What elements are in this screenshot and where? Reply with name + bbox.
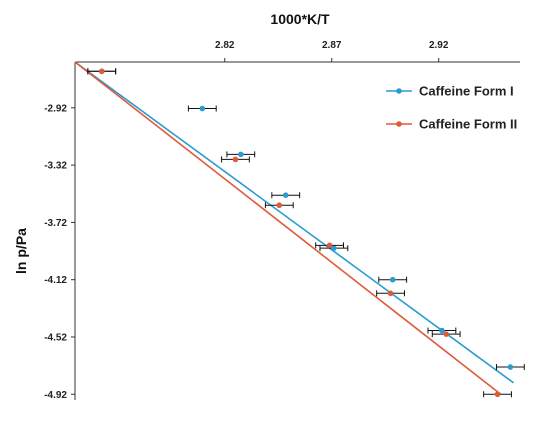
series-2-point — [315, 242, 344, 249]
series-2-fit-line — [74, 61, 502, 395]
x-tick-label: 2.82 — [215, 40, 235, 51]
series-1-point — [427, 327, 457, 334]
series-1-point — [226, 151, 256, 158]
legend-swatch-marker — [396, 88, 402, 94]
y-tick-label: -4.52 — [44, 332, 67, 343]
series-1-point — [271, 192, 301, 199]
series-2-point — [221, 156, 250, 163]
legend-swatch-marker — [396, 121, 402, 127]
series-2-marker — [276, 202, 283, 209]
x-axis-title: 1000*K/T — [270, 11, 330, 27]
legend-label: Caffeine Form I — [419, 84, 514, 99]
series-2-marker — [98, 68, 105, 75]
series-2-point — [87, 68, 117, 75]
y-axis-title: ln p/Pa — [13, 228, 29, 274]
series-2-point — [376, 290, 405, 297]
series-1-marker — [439, 327, 445, 334]
series-2-point — [483, 391, 512, 398]
series-1-marker — [389, 276, 396, 283]
fit-lines — [74, 61, 515, 395]
axes: 2.82 2.87 2.92 -2.92 -3.32 -3.72 -4.12 -4.52 -4.… — [44, 40, 520, 401]
x-tick-label: 2.92 — [429, 40, 449, 51]
series-2-marker — [387, 290, 394, 297]
legend-label: Caffeine Form II — [419, 117, 517, 132]
y-tick-label: -3.72 — [44, 218, 67, 229]
series-1-marker — [507, 364, 514, 370]
y-tick-label: -4.12 — [44, 275, 67, 286]
legend-item-2: Caffeine Form II — [386, 117, 517, 132]
series-2-marker — [232, 156, 239, 163]
series-1-marker — [282, 192, 289, 198]
series-1-marker — [238, 151, 244, 158]
series-2-point — [264, 202, 294, 209]
x-tick-label: 2.87 — [322, 40, 342, 51]
series-2-point — [431, 331, 461, 338]
series-1-point — [495, 364, 525, 371]
series-1-marker — [199, 105, 206, 112]
series-2-marker — [443, 331, 449, 337]
legend-item-1: Caffeine Form I — [386, 84, 514, 99]
y-tick-label: -3.32 — [44, 161, 67, 172]
series-2-marker — [494, 391, 501, 398]
y-tick-label: -2.92 — [44, 103, 67, 114]
legend: Caffeine Form I Caffeine Form II — [386, 84, 517, 132]
series-1-marker — [331, 245, 337, 251]
y-tick-label: -4.92 — [44, 390, 67, 401]
series-1-point — [378, 276, 408, 283]
series-2-marker — [326, 242, 333, 249]
series-1-point — [187, 105, 217, 112]
data-points — [87, 68, 525, 398]
